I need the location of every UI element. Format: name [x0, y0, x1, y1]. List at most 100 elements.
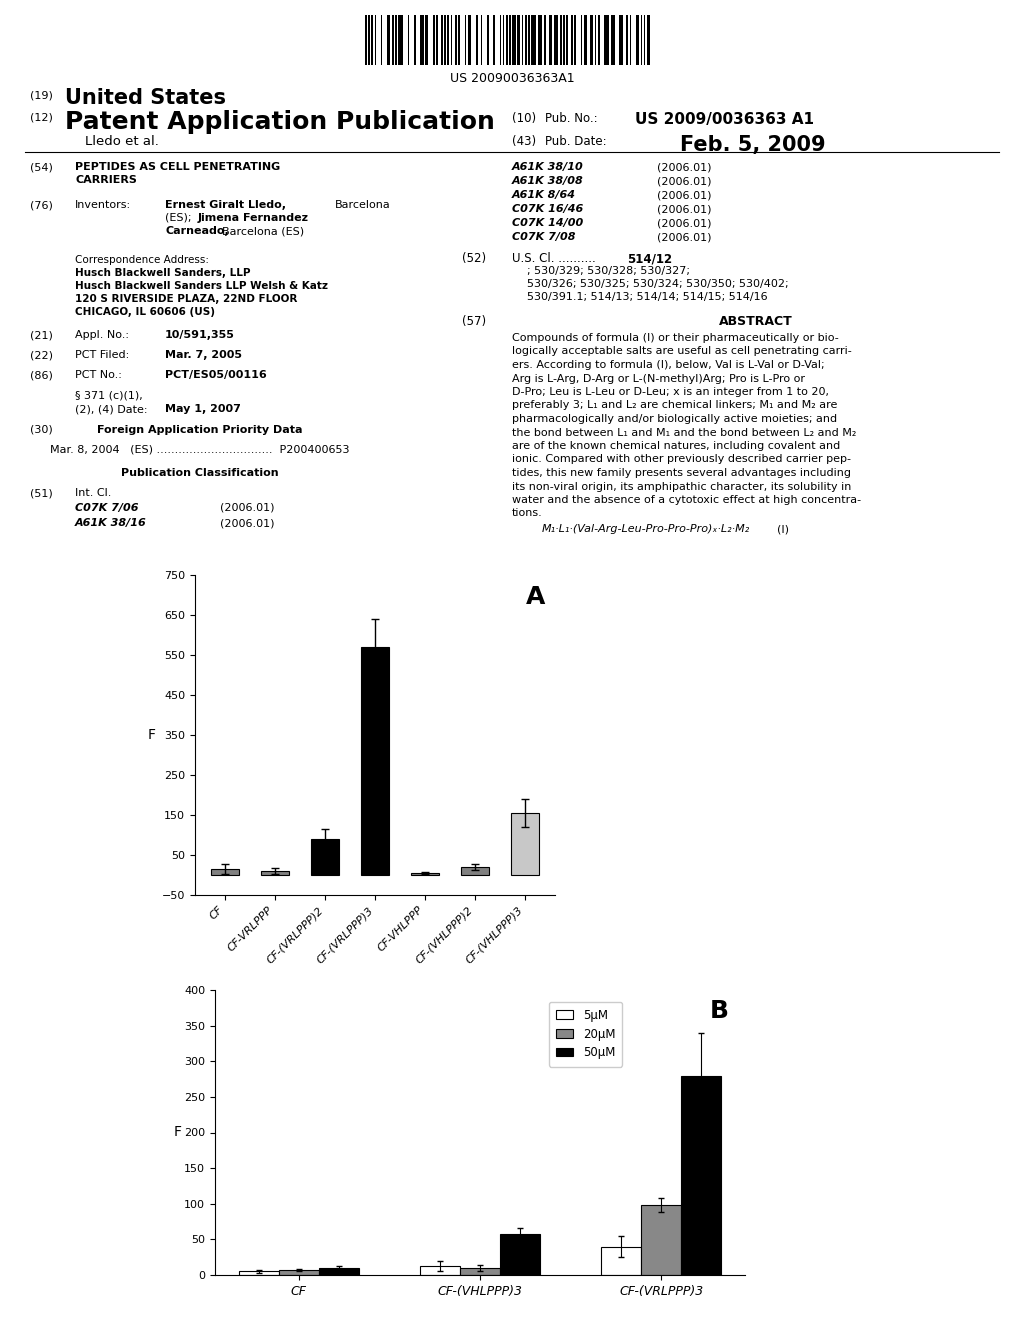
- Bar: [421, 15, 424, 65]
- Text: C07K 7/08: C07K 7/08: [512, 232, 575, 242]
- Text: (2006.01): (2006.01): [657, 218, 712, 228]
- Text: A61K 38/08: A61K 38/08: [512, 176, 584, 186]
- Bar: [500, 15, 502, 65]
- Bar: [554, 15, 558, 65]
- Bar: [681, 1076, 721, 1275]
- Text: PCT No.:: PCT No.:: [75, 370, 122, 380]
- Text: (22): (22): [30, 350, 53, 360]
- Text: Feb. 5, 2009: Feb. 5, 2009: [680, 135, 825, 154]
- Text: Ernest Giralt Lledo,: Ernest Giralt Lledo,: [165, 201, 286, 210]
- Bar: [511, 813, 539, 875]
- Text: (2006.01): (2006.01): [220, 517, 274, 528]
- Bar: [460, 1269, 500, 1275]
- Bar: [503, 15, 505, 65]
- Text: Correspondence Address:: Correspondence Address:: [75, 255, 209, 265]
- Text: Husch Blackwell Sanders LLP Welsh & Katz: Husch Blackwell Sanders LLP Welsh & Katz: [75, 281, 328, 290]
- Text: (2006.01): (2006.01): [657, 232, 712, 242]
- Text: Publication Classification: Publication Classification: [121, 469, 279, 478]
- Bar: [636, 15, 639, 65]
- Bar: [392, 15, 393, 65]
- Text: (19): (19): [30, 90, 53, 100]
- Bar: [571, 15, 572, 65]
- Text: Foreign Application Priority Data: Foreign Application Priority Data: [97, 425, 303, 436]
- Bar: [387, 15, 390, 65]
- Text: (10): (10): [512, 112, 537, 125]
- Text: A61K 8/64: A61K 8/64: [512, 190, 575, 201]
- Text: pharmacologically and/or biologically active moieties; and: pharmacologically and/or biologically ac…: [512, 414, 838, 424]
- Bar: [544, 15, 546, 65]
- Text: (30): (30): [30, 425, 53, 436]
- Text: (76): (76): [30, 201, 53, 210]
- Text: preferably 3; L₁ and L₂ are chemical linkers; M₁ and M₂ are: preferably 3; L₁ and L₂ are chemical lin…: [512, 400, 838, 411]
- Bar: [408, 15, 410, 65]
- Bar: [441, 15, 442, 65]
- Text: logically acceptable salts are useful as cell penetrating carri-: logically acceptable salts are useful as…: [512, 346, 852, 356]
- Text: 10/591,355: 10/591,355: [165, 330, 234, 341]
- Text: 530/391.1; 514/13; 514/14; 514/15; 514/16: 530/391.1; 514/13; 514/14; 514/15; 514/1…: [527, 292, 768, 302]
- Text: Lledo et al.: Lledo et al.: [85, 135, 159, 148]
- Text: Pub. No.:: Pub. No.:: [545, 112, 598, 125]
- Bar: [480, 15, 482, 65]
- Bar: [581, 15, 582, 65]
- Text: Carneado,: Carneado,: [165, 226, 228, 236]
- Text: its non-viral origin, its amphipathic character, its solubility in: its non-viral origin, its amphipathic ch…: [512, 482, 851, 491]
- Bar: [590, 15, 593, 65]
- Bar: [420, 1266, 460, 1275]
- Text: Arg is L-Arg, D-Arg or L-(N-methyl)Arg; Pro is L-Pro or: Arg is L-Arg, D-Arg or L-(N-methyl)Arg; …: [512, 374, 805, 384]
- Bar: [647, 15, 650, 65]
- Text: (I): (I): [777, 524, 790, 535]
- Text: (43): (43): [512, 135, 537, 148]
- Text: ionic. Compared with other previously described carrier pep-: ionic. Compared with other previously de…: [512, 454, 851, 465]
- Bar: [528, 15, 529, 65]
- Bar: [538, 15, 543, 65]
- Text: PCT Filed:: PCT Filed:: [75, 350, 129, 360]
- Text: C07K 16/46: C07K 16/46: [512, 205, 584, 214]
- Text: C07K 14/00: C07K 14/00: [512, 218, 584, 228]
- Bar: [610, 15, 615, 65]
- Text: (57): (57): [462, 315, 486, 327]
- Bar: [563, 15, 564, 65]
- Text: Patent Application Publication: Patent Application Publication: [65, 110, 495, 135]
- Bar: [369, 15, 370, 65]
- Text: D-Pro; Leu is L-Leu or D-Leu; x is an integer from 1 to 20,: D-Pro; Leu is L-Leu or D-Leu; x is an in…: [512, 387, 829, 397]
- Text: Husch Blackwell Sanders, LLP: Husch Blackwell Sanders, LLP: [75, 268, 251, 279]
- Bar: [395, 15, 396, 65]
- Bar: [444, 15, 445, 65]
- Text: Mar. 8, 2004   (ES) ................................  P200400653: Mar. 8, 2004 (ES) ......................…: [50, 445, 349, 455]
- Bar: [549, 15, 552, 65]
- Bar: [598, 15, 599, 65]
- Y-axis label: F: F: [174, 1126, 182, 1139]
- Bar: [425, 15, 428, 65]
- Text: ; 530/329; 530/328; 530/327;: ; 530/329; 530/328; 530/327;: [527, 267, 690, 276]
- Text: C07K 7/06: C07K 7/06: [75, 503, 138, 513]
- Text: (2006.01): (2006.01): [657, 176, 712, 186]
- Bar: [644, 15, 645, 65]
- Text: US 20090036363A1: US 20090036363A1: [450, 73, 574, 84]
- Text: (ES);: (ES);: [165, 213, 191, 223]
- Text: U.S. Cl. ..........: U.S. Cl. ..........: [512, 252, 596, 265]
- Bar: [595, 15, 596, 65]
- Bar: [566, 15, 568, 65]
- Text: US 2009/0036363 A1: US 2009/0036363 A1: [635, 112, 814, 127]
- Bar: [512, 15, 515, 65]
- Text: B: B: [710, 998, 729, 1023]
- Text: (2006.01): (2006.01): [657, 190, 712, 201]
- Text: M₁·L₁·(Val-Arg-Leu-Pro-Pro-Pro)ₓ·L₂·M₂: M₁·L₁·(Val-Arg-Leu-Pro-Pro-Pro)ₓ·L₂·M₂: [542, 524, 751, 535]
- Text: (21): (21): [30, 330, 53, 341]
- Bar: [509, 15, 511, 65]
- Bar: [522, 15, 523, 65]
- Bar: [372, 15, 373, 65]
- Bar: [398, 15, 403, 65]
- Bar: [641, 15, 642, 65]
- Bar: [630, 15, 631, 65]
- Text: CHICAGO, IL 60606 (US): CHICAGO, IL 60606 (US): [75, 308, 215, 317]
- Text: Compounds of formula (I) or their pharmaceutically or bio-: Compounds of formula (I) or their pharma…: [512, 333, 839, 343]
- Legend: 5μM, 20μM, 50μM: 5μM, 20μM, 50μM: [549, 1002, 623, 1067]
- Text: CARRIERS: CARRIERS: [75, 176, 137, 185]
- Text: water and the absence of a cytotoxic effect at high concentra-: water and the absence of a cytotoxic eff…: [512, 495, 861, 506]
- Text: May 1, 2007: May 1, 2007: [165, 404, 241, 414]
- Text: are of the known chemical natures, including covalent and: are of the known chemical natures, inclu…: [512, 441, 841, 451]
- Bar: [412, 873, 438, 875]
- Text: A61K 38/16: A61K 38/16: [75, 517, 146, 528]
- Bar: [506, 15, 508, 65]
